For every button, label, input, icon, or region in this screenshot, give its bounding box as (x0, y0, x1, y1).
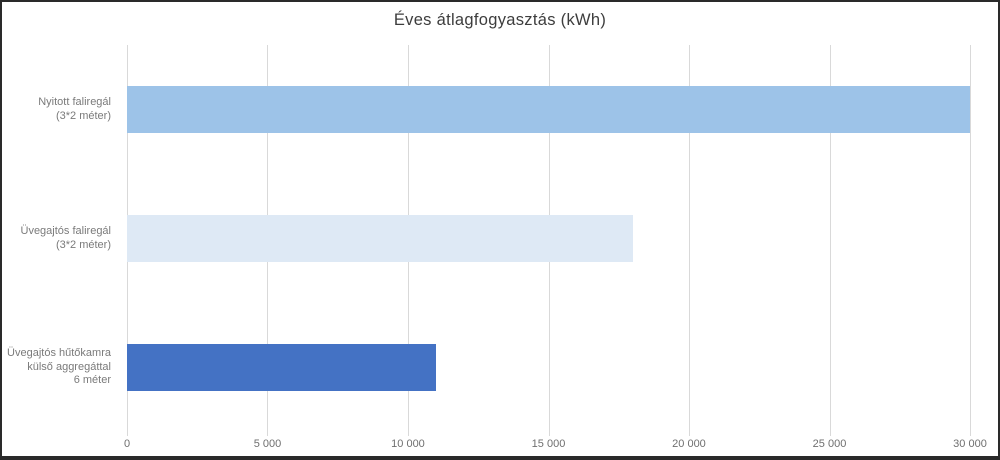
x-axis-tick-label: 0 (123, 438, 131, 450)
x-axis-tick-label: 5 000 (253, 438, 282, 450)
bar-row (127, 303, 970, 432)
category-axis: Nyitott faliregál (3*2 méter) Üvegajtós f… (2, 45, 119, 432)
gridline (970, 45, 971, 436)
category-label: Nyitott faliregál (3*2 méter) (38, 96, 111, 122)
gridline (829, 45, 831, 436)
category-label: Üvegajtós hűtőkamra külső aggregáttal 6 … (7, 347, 111, 387)
chart-title: Éves átlagfogyasztás (kWh) (393, 11, 607, 29)
x-axis-tick-label: 15 000 (531, 438, 566, 450)
category-label: Üvegajtós faliregál (3*2 méter) (20, 225, 112, 251)
x-axis-tick-label: 25 000 (812, 438, 847, 450)
bar (127, 215, 633, 262)
x-axis: 0 5 000 10 000 15 000 20 000 25 000 30 000 (123, 438, 987, 452)
bar (127, 344, 437, 391)
gridline (688, 45, 690, 436)
x-axis-tick-label: 10 000 (391, 438, 425, 450)
bar (127, 86, 970, 133)
x-axis-tick-label: 30 000 (953, 438, 987, 450)
plot-area (127, 45, 971, 436)
bar-row (127, 174, 970, 303)
x-axis-tick-label: 20 000 (672, 438, 706, 450)
bar-row (127, 45, 970, 174)
bar-rows (127, 45, 970, 432)
